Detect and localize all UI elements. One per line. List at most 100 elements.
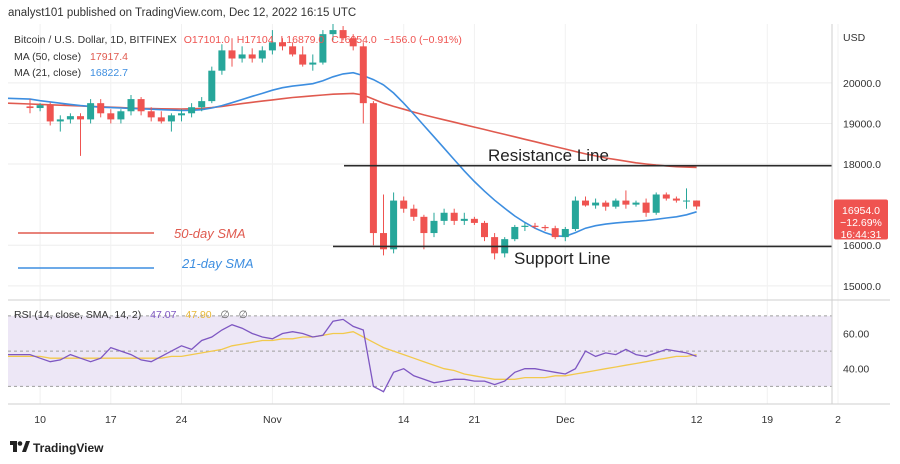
svg-text:MA (21, close) 16822.7: MA (21, close) 16822.7 bbox=[14, 67, 128, 79]
ohlc-change: −156.0 (−0.91%) bbox=[384, 34, 462, 46]
ohlc-low: L16879.0 bbox=[280, 34, 324, 46]
candle-body bbox=[359, 46, 367, 104]
candle-body bbox=[218, 50, 226, 71]
rsi-tick-label: 60.00 bbox=[843, 328, 869, 340]
ma50-legend-value: 17917.4 bbox=[90, 51, 128, 63]
candle-body bbox=[410, 208, 418, 217]
last-change: −12.69% bbox=[840, 217, 882, 229]
candle-body bbox=[36, 105, 44, 109]
candle-body bbox=[511, 226, 519, 240]
last-price-tag: 16954.0 −12.69% 16:44:31 bbox=[834, 199, 888, 241]
candle-body bbox=[470, 218, 478, 223]
candle-body bbox=[147, 111, 155, 118]
symbol-title: Bitcoin / U.S. Dollar, 1D, BITFINEX bbox=[14, 34, 177, 46]
publisher-text: analyst101 published on TradingView.com,… bbox=[8, 7, 356, 19]
rsi-legend-name: RSI (14, close, SMA, 14, 2) bbox=[14, 309, 141, 321]
candle-body bbox=[571, 200, 579, 229]
tradingview-logo: TradingView bbox=[10, 441, 104, 455]
candle-body bbox=[198, 101, 206, 108]
sma21-legend-label: 21-day SMA bbox=[181, 256, 254, 271]
candle-body bbox=[178, 113, 185, 116]
candle-body bbox=[188, 107, 196, 114]
last-price-tag-bg bbox=[834, 199, 888, 240]
tradingview-logo-icon bbox=[10, 441, 30, 452]
time-tick-label: 14 bbox=[398, 414, 410, 426]
candle-body bbox=[238, 54, 246, 59]
time-tick-label: Dec bbox=[556, 414, 575, 426]
candle-body bbox=[349, 38, 357, 47]
price-tick-label: 19000.0 bbox=[843, 118, 881, 130]
candle-body bbox=[662, 194, 670, 199]
rsi-extra-2: ∅ bbox=[239, 309, 248, 321]
rsi-legend: RSI (14, close, SMA, 14, 2) 47.07 47.90 … bbox=[14, 309, 248, 321]
time-tick-label: Nov bbox=[263, 414, 282, 426]
candle-body bbox=[440, 212, 448, 221]
candle-body bbox=[390, 200, 398, 250]
rsi-axis[interactable]: 60.00 40.00 bbox=[843, 328, 869, 375]
candle-body bbox=[561, 228, 569, 238]
time-tick-label: 2 bbox=[835, 414, 841, 426]
candle-body bbox=[430, 220, 438, 234]
candle-body bbox=[97, 103, 105, 114]
candle-body bbox=[157, 117, 165, 122]
candle-body bbox=[87, 103, 95, 120]
resistance-label: Resistance Line bbox=[488, 146, 609, 165]
candle-body bbox=[602, 202, 610, 207]
sma50-legend-label: 50-day SMA bbox=[174, 226, 246, 241]
candle-body bbox=[127, 99, 135, 112]
ma21-legend-name: MA (21, close) bbox=[14, 67, 81, 79]
price-axis[interactable]: USD 20000.0 19000.0 18000.0 16000.0 15000.0 bbox=[843, 32, 881, 293]
svg-text:MA (50, close) 17917.4: MA (50, close) 17917.4 bbox=[14, 51, 128, 63]
candle-body bbox=[289, 46, 297, 55]
price-tick-label: 20000.0 bbox=[843, 78, 881, 90]
candle-body bbox=[107, 113, 115, 120]
footer-brand: TradingView bbox=[33, 441, 104, 455]
candle-body bbox=[420, 216, 428, 234]
rsi-value: 47.07 bbox=[150, 309, 176, 321]
candle-body bbox=[491, 237, 499, 254]
ohlc-open: O17101.0 bbox=[184, 34, 230, 46]
symbol-legend: Bitcoin / U.S. Dollar, 1D, BITFINEX O171… bbox=[14, 34, 462, 79]
ma21-legend-value: 16822.7 bbox=[90, 67, 128, 79]
time-tick-label: 19 bbox=[761, 414, 773, 426]
candle-body bbox=[279, 42, 286, 47]
candle-body bbox=[642, 202, 650, 213]
time-tick-label: 21 bbox=[469, 414, 481, 426]
candle-body bbox=[400, 200, 408, 209]
time-tick-label: 10 bbox=[34, 414, 46, 426]
candle-body bbox=[339, 30, 347, 39]
price-tick-label: 15000.0 bbox=[843, 281, 881, 293]
ma50-legend-name: MA (50, close) bbox=[14, 51, 81, 63]
time-axis[interactable]: 10 17 24 Nov 14 21 Dec 12 19 2 bbox=[34, 414, 841, 426]
candle-body bbox=[541, 226, 549, 229]
candle-body bbox=[481, 222, 488, 238]
rsi-band bbox=[8, 315, 832, 387]
candle-body bbox=[592, 202, 600, 206]
last-price: 16954.0 bbox=[842, 205, 880, 217]
candle-body bbox=[693, 200, 701, 207]
candle-body bbox=[299, 54, 307, 65]
candle-body bbox=[622, 200, 630, 205]
candle-body bbox=[652, 194, 660, 213]
candle-body bbox=[380, 233, 387, 250]
rsi-tick-label: 40.00 bbox=[843, 364, 869, 376]
candle-body bbox=[450, 212, 458, 221]
candle-body bbox=[167, 115, 175, 122]
candle-body bbox=[208, 70, 216, 102]
candle-body bbox=[531, 225, 539, 227]
candle-body bbox=[369, 103, 377, 234]
ohlc-high: H17104 bbox=[237, 34, 274, 46]
candle-body bbox=[137, 99, 145, 112]
time-tick-label: 24 bbox=[176, 414, 188, 426]
ohlc-close: C16954.0 bbox=[331, 34, 377, 46]
candle-body bbox=[268, 42, 276, 51]
svg-text:Bitcoin / U.S. Dollar, 1D, BIT: Bitcoin / U.S. Dollar, 1D, BITFINEX O171… bbox=[14, 34, 462, 46]
candle-body bbox=[683, 200, 690, 202]
rsi-grid bbox=[8, 315, 832, 387]
candle-body bbox=[117, 111, 125, 120]
candle-body bbox=[46, 105, 54, 122]
rsi-ma-line bbox=[8, 331, 697, 380]
time-tick-label: 17 bbox=[105, 414, 117, 426]
